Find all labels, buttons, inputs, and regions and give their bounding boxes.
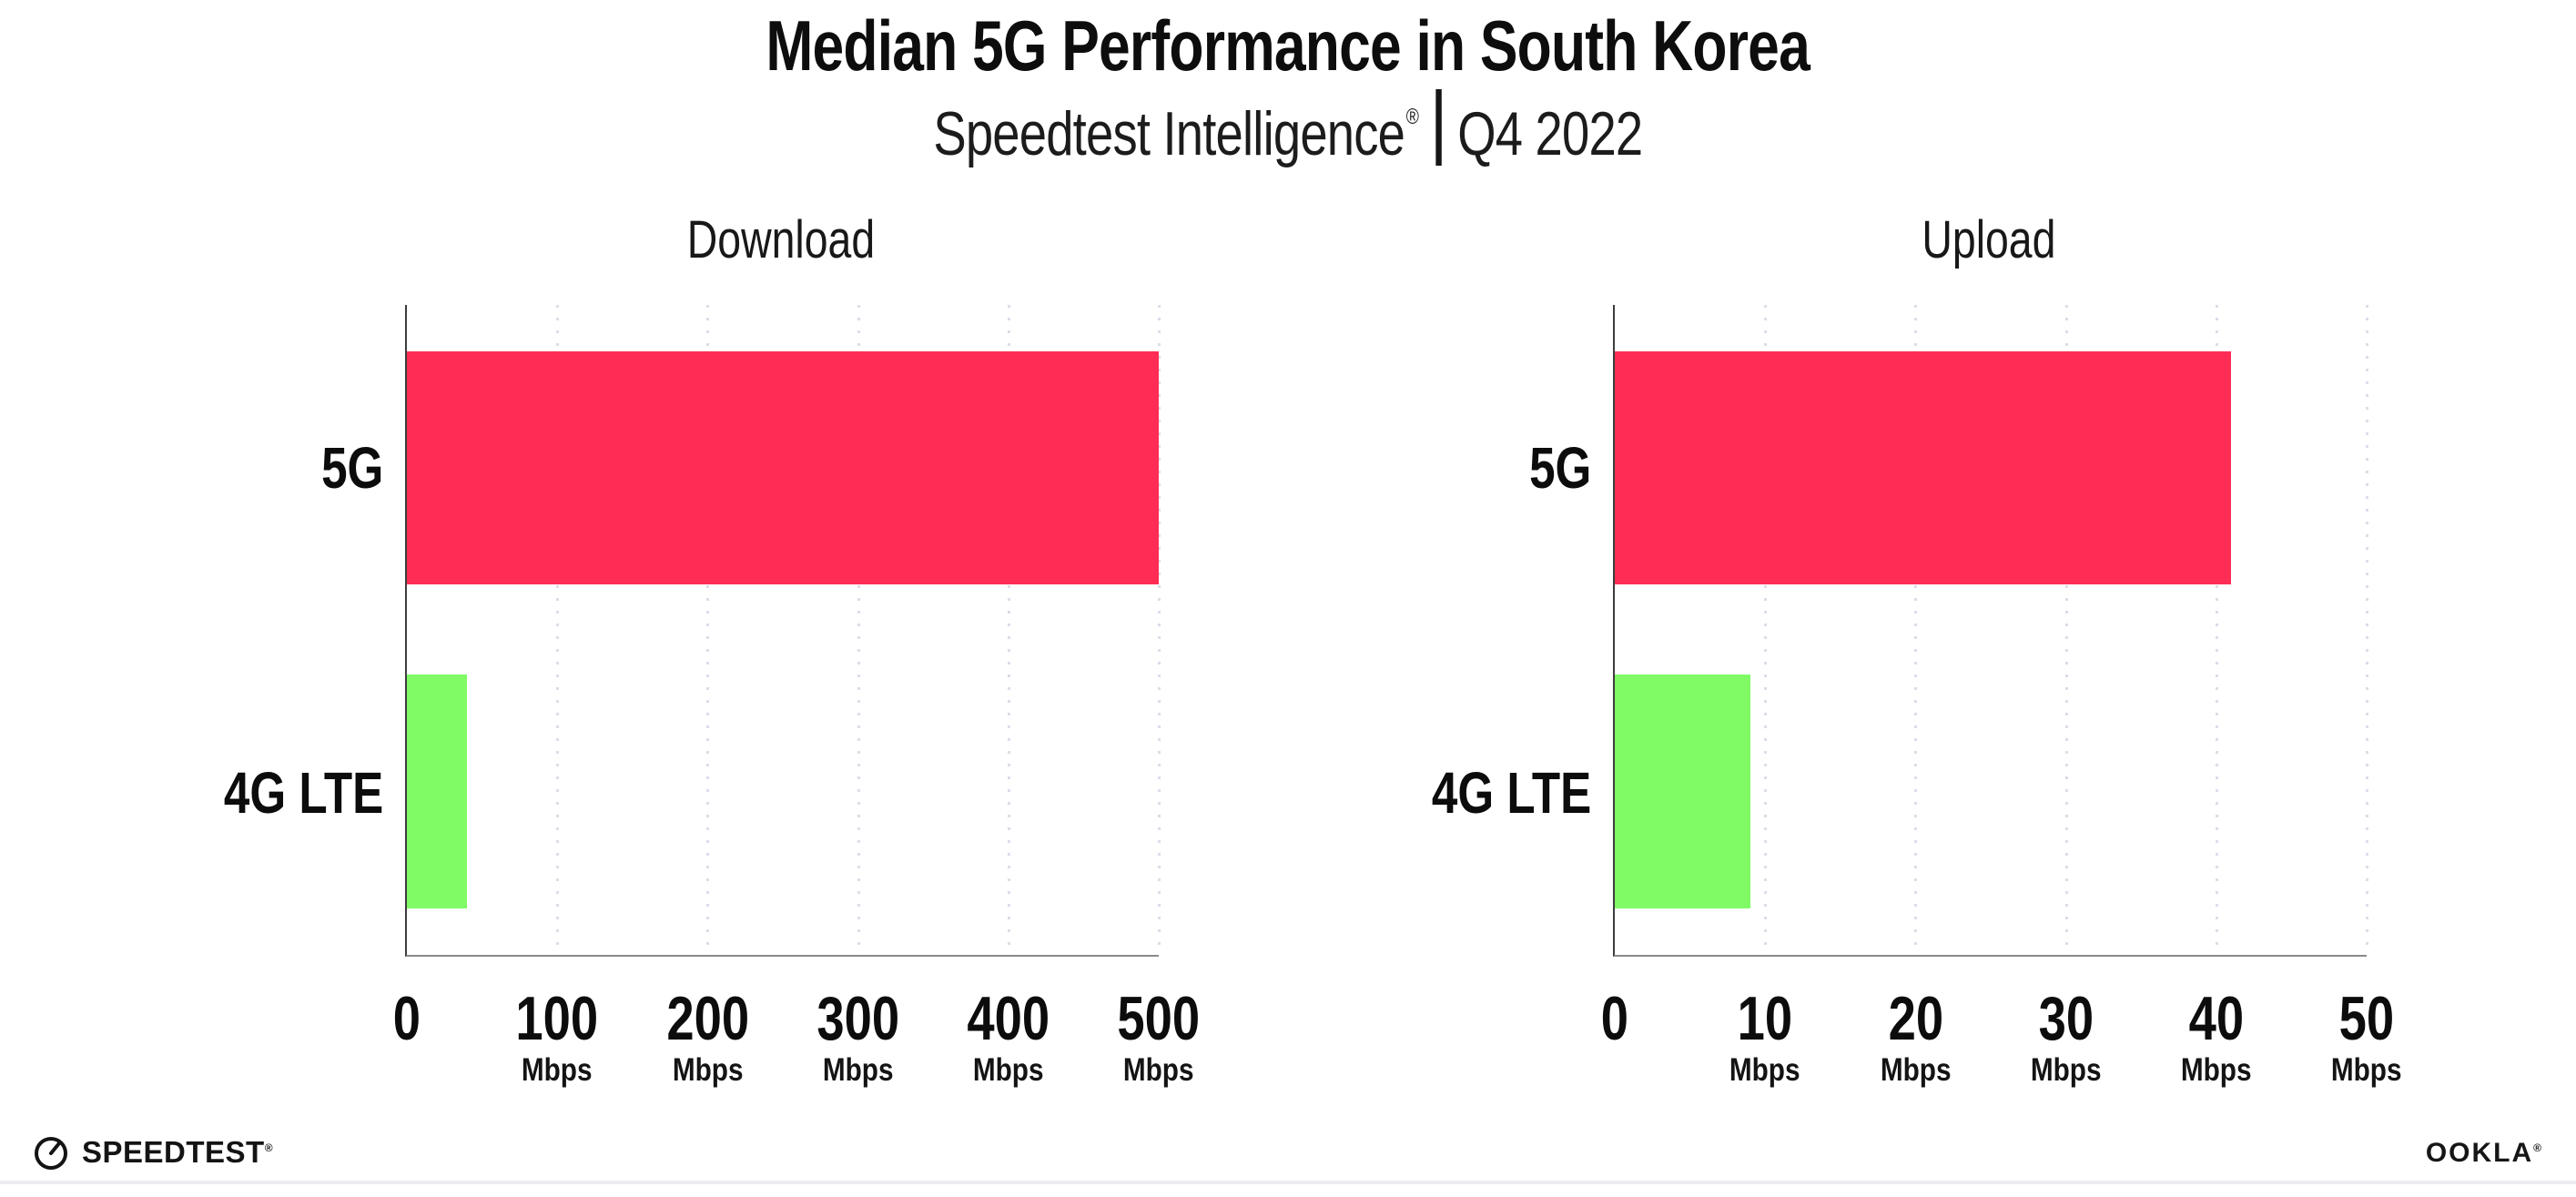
gridline-40 bbox=[2215, 305, 2218, 955]
gridline-50 bbox=[2366, 305, 2368, 955]
x-tick-value: 100 bbox=[515, 984, 599, 1053]
download-plot-area: 0 100 Mbps 200 Mbps 300 Mbps 400 Mbps 500 Mbps 5G 4G… bbox=[224, 305, 1200, 1086]
x-tick-unit: Mbps bbox=[822, 1051, 894, 1088]
speedtest-wordmark: SPEEDTEST bbox=[82, 1135, 265, 1169]
subtitle-brand: Speedtest Intelligence bbox=[933, 98, 1405, 168]
category-label-5g: 5G bbox=[1528, 434, 1591, 501]
x-tick-unit: Mbps bbox=[972, 1051, 1044, 1088]
bar-5g bbox=[1615, 350, 2232, 584]
speedtest-logo: SPEEDTEST® bbox=[31, 1132, 273, 1172]
x-tick-value: 0 bbox=[392, 984, 421, 1053]
bar-5g bbox=[407, 350, 1159, 584]
x-tick-value: 40 bbox=[2188, 984, 2245, 1053]
subtitle-period: Q4 2022 bbox=[1457, 98, 1643, 168]
page-title: Median 5G Performance in South Korea bbox=[0, 0, 2576, 84]
x-tick-unit: Mbps bbox=[2180, 1051, 2252, 1088]
download-chart-title-text: Download bbox=[686, 210, 876, 269]
gridline-500 bbox=[1158, 305, 1161, 955]
bar-4g-lte bbox=[1615, 675, 1750, 908]
x-tick-400: 400 Mbps bbox=[899, 984, 1118, 1088]
x-tick-unit: Mbps bbox=[1729, 1051, 1801, 1088]
x-tick-unit: Mbps bbox=[672, 1051, 744, 1088]
ookla-wordmark: OOKLA bbox=[2425, 1138, 2534, 1168]
x-tick-unit: Mbps bbox=[522, 1051, 593, 1088]
download-chart: Download 0 100 Mbps 200 Mbps 300 Mbps 400 Mbps 50… bbox=[224, 209, 1201, 1129]
page-title-text: Median 5G Performance in South Korea bbox=[766, 5, 1810, 86]
x-tick-value: 400 bbox=[967, 984, 1050, 1053]
ookla-logo: OOKLA® bbox=[2426, 1138, 2543, 1169]
speedtest-trademark-icon: ® bbox=[264, 1141, 274, 1154]
x-tick-unit: Mbps bbox=[1880, 1051, 1952, 1088]
x-tick-unit: Mbps bbox=[1123, 1051, 1194, 1088]
footer: SPEEDTEST® OOKLA® bbox=[0, 1127, 2576, 1182]
x-tick-200: 200 Mbps bbox=[598, 984, 816, 1088]
bar-4g-lte bbox=[407, 675, 468, 908]
x-tick-40: 40 Mbps bbox=[2107, 984, 2326, 1088]
category-label-5g: 5G bbox=[320, 434, 383, 501]
gridline-400 bbox=[1007, 305, 1010, 955]
page-subtitle-text: Speedtest Intelligence® Q4 2022 bbox=[933, 88, 1643, 168]
x-tick-10: 10 Mbps bbox=[1656, 984, 1874, 1088]
bottom-edge-divider bbox=[0, 1181, 2576, 1184]
x-tick-value: 200 bbox=[666, 984, 749, 1053]
upload-chart-title: Upload bbox=[1613, 209, 2365, 270]
gridline-100 bbox=[556, 305, 560, 955]
x-tick-500: 500 Mbps bbox=[1050, 984, 1268, 1088]
pipe-separator bbox=[1435, 88, 1442, 166]
x-tick-value: 10 bbox=[1737, 984, 1793, 1053]
x-tick-value: 20 bbox=[1888, 984, 1943, 1053]
upload-chart-title-text: Upload bbox=[1922, 210, 2056, 269]
x-tick-value: 0 bbox=[1600, 984, 1629, 1053]
x-tick-unit: Mbps bbox=[2331, 1051, 2402, 1088]
x-tick-0: 0 bbox=[298, 984, 516, 1053]
gridline-20 bbox=[1914, 305, 1918, 955]
x-tick-value: 300 bbox=[816, 984, 899, 1053]
x-tick-300: 300 Mbps bbox=[749, 984, 968, 1088]
x-tick-30: 30 Mbps bbox=[1957, 984, 2175, 1088]
gridline-300 bbox=[857, 305, 860, 955]
upload-plot-area: 0 10 Mbps 20 Mbps 30 Mbps 40 Mbps 50 Mbps 5G 4G LTE bbox=[1432, 305, 2402, 1086]
x-tick-value: 50 bbox=[2338, 984, 2395, 1053]
x-tick-value: 30 bbox=[2038, 984, 2094, 1053]
upload-chart: Upload 0 10 Mbps 20 Mbps 30 Mbps 40 Mbps 50 Mbps 5G… bbox=[1432, 209, 2402, 1129]
page-subtitle: Speedtest Intelligence® Q4 2022 bbox=[0, 88, 2576, 168]
report-header: Median 5G Performance in South Korea Spe… bbox=[0, 0, 2576, 167]
category-label-4g-lte: 4G LTE bbox=[1431, 759, 1591, 826]
ookla-trademark-icon: ® bbox=[2533, 1141, 2543, 1154]
x-tick-50: 50 Mbps bbox=[2257, 984, 2476, 1088]
x-tick-100: 100 Mbps bbox=[448, 984, 666, 1088]
gridline-10 bbox=[1764, 305, 1768, 955]
category-label-4g-lte: 4G LTE bbox=[223, 759, 383, 826]
gridline-200 bbox=[706, 305, 710, 955]
download-chart-title: Download bbox=[405, 209, 1157, 270]
speedtest-logo-text: SPEEDTEST® bbox=[82, 1135, 273, 1170]
gridline-30 bbox=[2064, 305, 2068, 955]
x-tick-unit: Mbps bbox=[2030, 1051, 2102, 1088]
x-tick-20: 20 Mbps bbox=[1806, 984, 2024, 1088]
x-tick-0: 0 bbox=[1506, 984, 1724, 1053]
x-tick-value: 500 bbox=[1117, 984, 1201, 1053]
registered-trademark-icon: ® bbox=[1405, 104, 1419, 129]
speedtest-gauge-icon bbox=[35, 1137, 67, 1170]
